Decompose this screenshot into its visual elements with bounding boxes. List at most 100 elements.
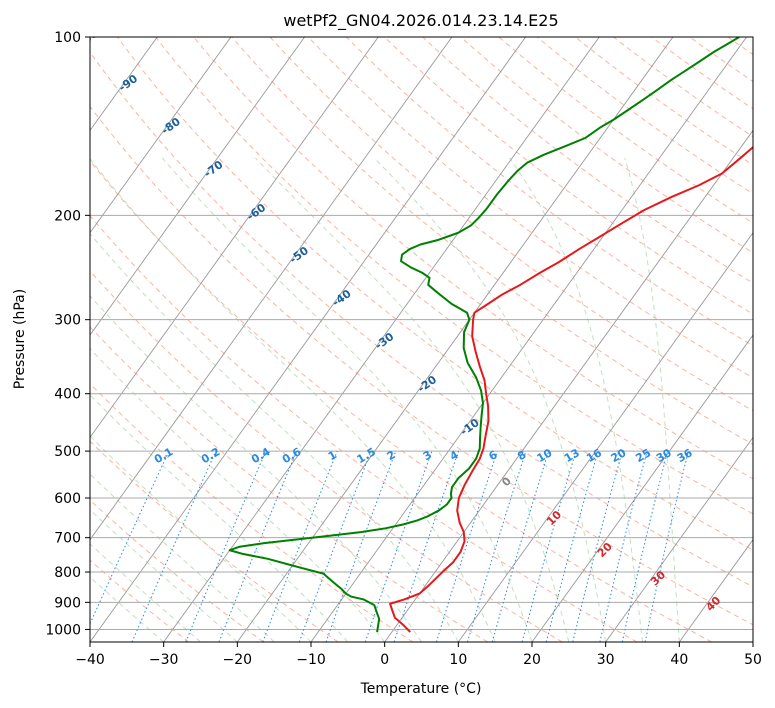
dry-adiabat-line	[269, 37, 753, 412]
y-tick-label: 100	[54, 30, 81, 46]
moist-adiabat-line	[90, 394, 349, 642]
mixing-ratio-label: 2	[385, 448, 398, 463]
mixing-ratio-line	[545, 450, 599, 642]
mixing-ratio-line	[131, 450, 217, 642]
dry-adiabat-line	[766, 37, 775, 642]
dry-adiabat-line	[90, 160, 712, 642]
x-tick-label: 50	[744, 652, 762, 668]
dry-adiabat-line	[90, 382, 414, 642]
mixing-ratio-label: 8	[515, 448, 528, 463]
mixing-ratio-label: 1	[326, 448, 339, 463]
mixing-ratio-line	[435, 450, 498, 642]
moist-adiabat-line	[90, 473, 275, 642]
isotherm-line	[90, 37, 305, 336]
wet-adiabat-label: 30	[648, 568, 668, 588]
dry-adiabat-line	[90, 51, 753, 588]
dry-adiabat-line	[422, 37, 753, 284]
plot-frame	[89, 36, 754, 643]
isotherm-label: -30	[373, 330, 397, 352]
isotherm-label: -20	[415, 373, 439, 395]
y-tick-label: 600	[54, 491, 81, 507]
mixing-ratio-label: 6	[487, 448, 500, 463]
x-tick-label: −40	[75, 652, 105, 668]
dry-adiabat-line	[155, 37, 753, 515]
dry-adiabat-line	[90, 105, 753, 626]
mixing-ratio-line	[185, 450, 267, 642]
isotherm-line	[457, 231, 753, 642]
mixing-ratio-label: 4	[448, 448, 461, 463]
dry-adiabat-line	[90, 270, 563, 642]
axes: −40 −30 −20 −10 0 10 20 30 40 5010020030040050060…	[45, 30, 762, 668]
dry-adiabat-line	[460, 37, 753, 254]
dry-adiabat-line	[345, 37, 753, 347]
mixing-ratio-line	[644, 450, 689, 642]
dry-adiabat-line	[384, 37, 753, 315]
wet-adiabat-label: 20	[595, 540, 615, 560]
isotherm-line	[752, 641, 753, 642]
isotherm-label: -50	[287, 244, 311, 266]
isotherm-line	[384, 129, 753, 642]
mixing-ratio-label: 1.5	[355, 445, 378, 466]
mixing-ratio-line	[621, 450, 669, 642]
x-tick-label: 20	[523, 652, 541, 668]
y-tick-label: 300	[54, 313, 81, 329]
moist-adiabat-line	[90, 233, 459, 642]
x-tick-label: −10	[296, 652, 326, 668]
isotherm-line	[0, 37, 10, 642]
isotherm-line	[90, 37, 379, 439]
x-tick-label: −30	[149, 652, 179, 668]
mixing-ratio-label: 10	[535, 446, 555, 465]
y-tick-label: 500	[54, 444, 81, 460]
y-tick-label: 200	[54, 208, 81, 224]
isotherm-line	[90, 37, 526, 642]
isotherm-label: -80	[159, 115, 183, 137]
isotherm-line	[90, 37, 232, 234]
background-lines	[0, 37, 775, 642]
wet-adiabat-label: 0	[499, 474, 514, 489]
moist-adiabat-line	[90, 157, 496, 642]
x-tick-label: −20	[223, 652, 253, 668]
wet-adiabat-label: 10	[544, 508, 564, 528]
dry-adiabat-line	[498, 37, 753, 224]
mixing-ratio-line	[90, 450, 170, 625]
mixing-ratio-label: 13	[562, 446, 582, 465]
dry-adiabat-line	[90, 499, 264, 642]
mixing-ratio-label: 3	[421, 448, 434, 463]
dry-adiabat-line	[193, 37, 753, 480]
y-tick-label: 400	[54, 387, 81, 403]
mixing-ratio-label: 0.6	[280, 445, 304, 466]
mixing-ratio-line	[325, 450, 397, 642]
mixing-ratio-label: 0.4	[249, 445, 273, 466]
y-tick-label: 1000	[45, 622, 81, 638]
moist-adiabat-line	[90, 576, 164, 642]
mixing-ratio-line	[393, 450, 460, 642]
dry-adiabat-line	[689, 37, 753, 83]
isotherm-line	[163, 37, 600, 642]
isotherm-line	[531, 334, 753, 642]
mixing-ratio-line	[572, 450, 623, 642]
isotherm-label: -10	[458, 416, 482, 438]
mixing-ratio-line	[298, 450, 372, 642]
x-axis-title: Temperature (°C)	[360, 681, 482, 697]
chart-title: wetPf2_GN04.2026.014.23.14.E25	[283, 11, 558, 31]
y-tick-label: 700	[54, 531, 81, 547]
profile-series	[228, 37, 753, 633]
dry-adiabat-line	[651, 37, 753, 110]
mixing-ratio-label: 36	[675, 446, 695, 465]
dry-adiabat-line	[231, 37, 753, 445]
dry-adiabat-line	[117, 37, 753, 551]
isotherm-line	[678, 538, 753, 642]
moist-adiabat-line	[373, 157, 607, 642]
mixing-ratio-line	[599, 450, 648, 642]
dry-adiabat-line	[90, 326, 488, 642]
y-tick-label: 800	[54, 565, 81, 581]
moist-adiabat-line	[161, 157, 533, 642]
mixing-ratio-label: 25	[633, 446, 653, 465]
mixing-ratio-line	[218, 450, 298, 642]
isotherm-line	[236, 37, 674, 642]
x-tick-label: 40	[670, 652, 688, 668]
isotherm-label: -60	[245, 201, 269, 223]
x-tick-label: 0	[380, 652, 389, 668]
